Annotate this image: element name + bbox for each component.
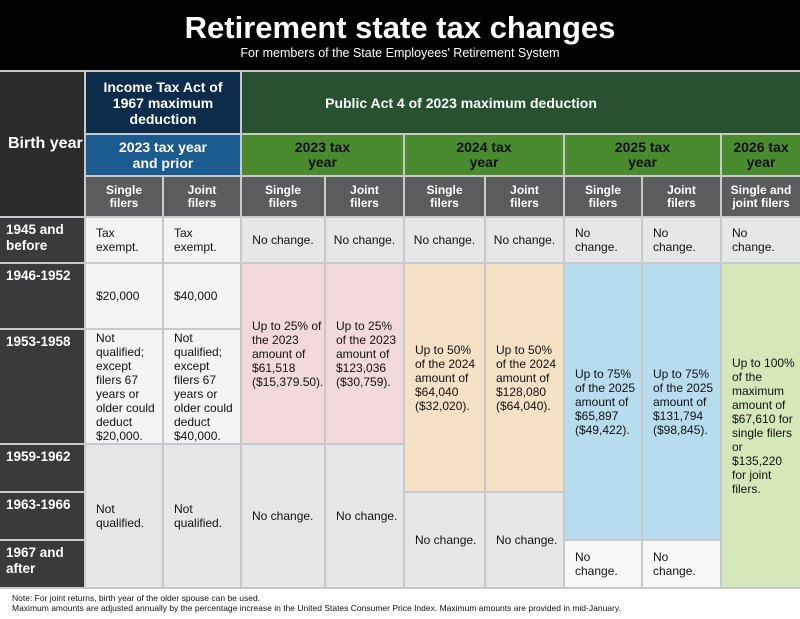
- year-2025-header: 2025 tax year: [565, 135, 720, 175]
- cell: Not qualified; except filers 67 years or…: [164, 330, 240, 443]
- single-filers-header: Single filers: [565, 177, 641, 216]
- title-banner: Retirement state tax changes For members…: [0, 0, 800, 70]
- cell: Not qualified.: [86, 445, 162, 587]
- joint-filers-header: Joint filers: [164, 177, 240, 216]
- row-label-1963: 1963-1966: [0, 493, 84, 539]
- single-joint-filers-header: Single and joint filers: [722, 177, 800, 216]
- cell: No change.: [405, 493, 484, 587]
- page-title: Retirement state tax changes: [184, 10, 616, 45]
- row-label-1953: 1953-1958: [0, 330, 84, 443]
- cell: Tax exempt.: [164, 218, 240, 262]
- cell: Tax exempt.: [86, 218, 162, 262]
- cell: No change.: [242, 218, 324, 262]
- footnotes: Note: For joint returns, birth year of t…: [0, 589, 800, 619]
- cell: No change.: [242, 445, 324, 587]
- cell: Not qualified.: [164, 445, 240, 587]
- joint-filers-header: Joint filers: [643, 177, 720, 216]
- cell: No change.: [722, 218, 800, 262]
- cell: No change.: [326, 218, 403, 262]
- joint-filers-header: Joint filers: [326, 177, 403, 216]
- cell: No change.: [643, 218, 720, 262]
- year-2024-header: 2024 tax year: [405, 135, 563, 175]
- year-2023-header: 2023 tax year: [242, 135, 403, 175]
- single-filers-header: Single filers: [405, 177, 484, 216]
- page-subtitle: For members of the State Employees' Reti…: [240, 46, 560, 60]
- cell: Not qualified; except filers 67 years or…: [86, 330, 162, 443]
- joint-filers-header: Joint filers: [486, 177, 563, 216]
- footnote: Maximum amounts are adjusted annually by…: [12, 603, 621, 613]
- cell: Up to 25% of the 2023 amount of $61,518 …: [242, 264, 324, 443]
- cell: $20,000: [86, 264, 162, 328]
- footnote: Note: For joint returns, birth year of t…: [12, 593, 261, 603]
- cell: No change.: [643, 541, 720, 587]
- single-filers-header: Single filers: [242, 177, 324, 216]
- cell: Up to 50% of the 2024 amount of $128,080…: [486, 264, 563, 491]
- cell: Up to 75% of the 2025 amount of $65,897 …: [565, 264, 641, 539]
- cell: No change.: [405, 218, 484, 262]
- single-filers-header: Single filers: [86, 177, 162, 216]
- public-act-header: Public Act 4 of 2023 maximum deduction: [242, 72, 800, 133]
- cell: Up to 75% of the 2025 amount of $131,794…: [643, 264, 720, 539]
- cell: No change.: [565, 541, 641, 587]
- birth-year-header: Birth year: [0, 72, 84, 216]
- cell: Up to 100% of the maximum amount of $67,…: [722, 264, 800, 587]
- row-label-1959: 1959-1962: [0, 445, 84, 491]
- income-tax-act-header: Income Tax Act of 1967 maximum deduction: [86, 72, 240, 133]
- row-label-1967: 1967 and after: [0, 541, 84, 587]
- cell: $40,000: [164, 264, 240, 328]
- cell: No change.: [326, 445, 403, 587]
- year-2023-prior-header: 2023 tax year and prior: [86, 135, 240, 175]
- row-label-1946: 1946-1952: [0, 264, 84, 328]
- cell: Up to 50% of the 2024 amount of $64,040 …: [405, 264, 484, 491]
- cell: No change.: [565, 218, 641, 262]
- year-2026-header: 2026 tax year: [722, 135, 800, 175]
- cell: No change.: [486, 493, 563, 587]
- cell: Up to 25% of the 2023 amount of $123,036…: [326, 264, 403, 443]
- row-label-1945: 1945 and before: [0, 218, 84, 262]
- cell: No change.: [486, 218, 563, 262]
